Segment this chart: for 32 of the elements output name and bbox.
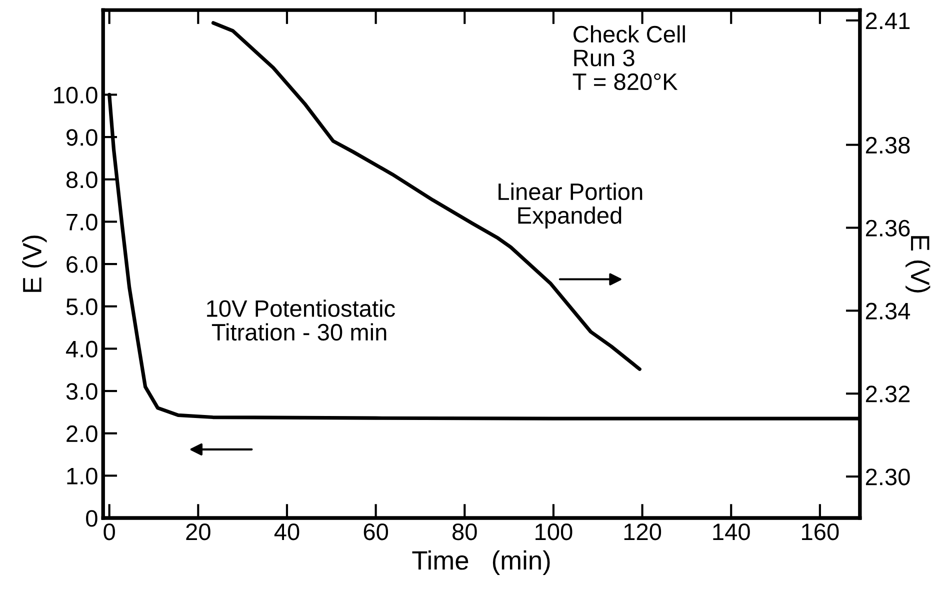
y-tick-label: 6.0 xyxy=(66,256,98,273)
y-tick-label: 7.0 xyxy=(66,214,98,230)
y-tick-label: 9.0 xyxy=(66,129,98,146)
x-tick-label: 0 xyxy=(104,523,115,540)
x-tick-label: 140 xyxy=(713,523,750,540)
y-tick-label: 8.0 xyxy=(66,171,98,188)
y-tick-label: 0 xyxy=(86,510,98,527)
annotation: 10V Potentiostatic Titration - 30 min xyxy=(207,300,395,341)
x-tick-label: 80 xyxy=(452,523,477,540)
y-tick-label: 2.0 xyxy=(66,425,98,442)
x-tick-label: 100 xyxy=(536,523,572,540)
y2-tick-label: 2.34 xyxy=(866,302,910,320)
y2-tick-label: 2.32 xyxy=(866,386,910,402)
y-tick-label: 4.0 xyxy=(66,340,98,358)
annotation: Check Cell Run 3 T = 820°K xyxy=(572,25,685,90)
x-tick-label: 60 xyxy=(364,523,388,540)
y-tick-label: 3.0 xyxy=(66,383,98,400)
y-tick-label: 10.0 xyxy=(54,86,98,104)
y-tick-label: 5.0 xyxy=(66,298,98,316)
y-tick-label: 1.0 xyxy=(67,468,98,484)
annotation: Linear Portion Expanded xyxy=(498,182,642,228)
x-tick-label: 120 xyxy=(624,523,662,540)
y2-axis-title: E (V) xyxy=(906,236,930,292)
x-tick-label: 160 xyxy=(802,523,839,540)
y2-tick-label: 2.30 xyxy=(866,468,910,486)
x-tick-label: 40 xyxy=(274,523,300,540)
y2-tick-label: 2.36 xyxy=(866,220,910,237)
y2-tick-label: 2.41 xyxy=(866,12,910,29)
x-tick-label: 20 xyxy=(186,523,210,540)
y2-tick-label: 2.38 xyxy=(866,136,910,154)
y-axis-title: E (V) xyxy=(22,236,47,292)
x-axis-title: Time (min) xyxy=(412,550,550,576)
